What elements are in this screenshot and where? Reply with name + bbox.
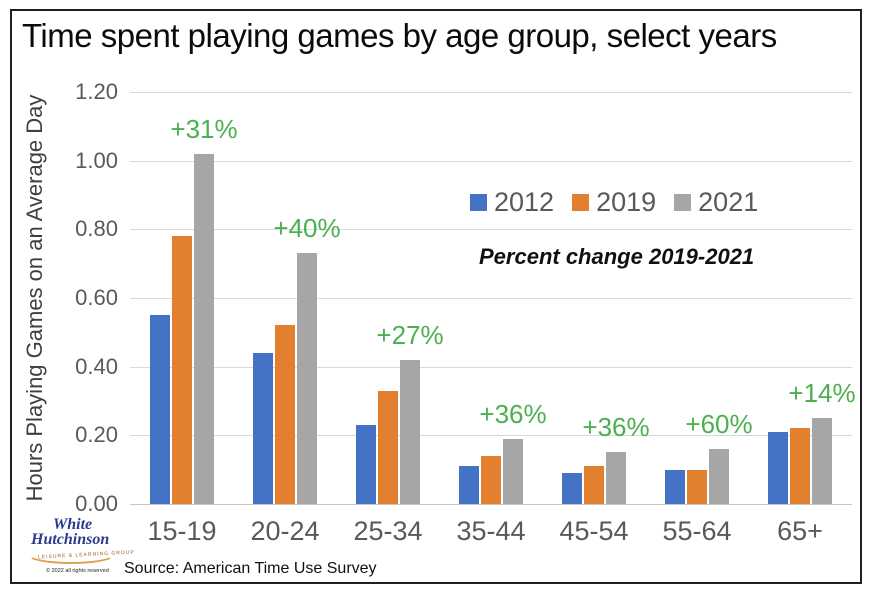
x-category-label-20-24: 20-24 (250, 516, 320, 546)
y-tick-label-0.20: 0.20 (75, 422, 118, 447)
legend-label-2019: 2019 (596, 187, 657, 217)
bar-2019-45-54 (584, 466, 604, 504)
legend-item-2019: 2019 (572, 187, 656, 218)
bar-2021-35-44 (503, 439, 523, 504)
chart-frame: Time spent playing games by age group, s… (10, 9, 862, 584)
bar-2019-35-44 (481, 456, 501, 504)
source-text: Source: American Time Use Survey (124, 560, 377, 577)
bar-group-65+ (768, 418, 832, 504)
bar-2021-55-64 (709, 449, 729, 504)
bar-2019-25-34 (378, 391, 398, 504)
y-tick-label-0.00: 0.00 (75, 491, 118, 516)
y-tick-label-0.60: 0.60 (75, 285, 118, 310)
x-category-label-65+: 65+ (777, 516, 823, 546)
y-tick-label-1.20: 1.20 (75, 79, 118, 104)
bar-group-15-19 (150, 154, 214, 504)
legend-label-2021: 2021 (698, 187, 759, 217)
percent-change-label-65+: +14% (788, 378, 856, 408)
bar-2019-55-64 (687, 470, 707, 504)
bar-group-35-44 (459, 439, 523, 504)
percent-change-label-55-64: +60% (685, 409, 753, 439)
bar-group-20-24 (253, 253, 317, 504)
gridline-0.60 (130, 298, 852, 299)
bar-2012-45-54 (562, 473, 582, 504)
bar-2012-15-19 (150, 315, 170, 504)
y-tick-label-0.40: 0.40 (75, 354, 118, 379)
bar-2021-65+ (812, 418, 832, 504)
bar-group-55-64 (665, 449, 729, 504)
x-category-label-35-44: 35-44 (456, 516, 526, 546)
bar-2012-25-34 (356, 425, 376, 504)
percent-change-label-20-24: +40% (273, 213, 341, 243)
logo-line2: Hutchinson (31, 531, 110, 549)
chart-title: Time spent playing games by age group, s… (22, 17, 777, 54)
logo-line1: White (53, 516, 93, 533)
gridline-0.20 (130, 435, 852, 436)
bar-2021-45-54 (606, 452, 626, 504)
gridline-1.00 (130, 161, 852, 162)
legend-swatch-2012 (470, 194, 487, 211)
bar-2019-65+ (790, 428, 810, 504)
legend-swatch-2021 (674, 194, 692, 211)
percent-change-label-45-54: +36% (582, 412, 650, 442)
y-tick-label-1.00: 1.00 (75, 148, 118, 173)
logo-copyright: © 2022 all rights reserved (46, 568, 109, 575)
percent-change-label-35-44: +36% (479, 399, 547, 429)
percent-change-label-15-19: +31% (170, 114, 238, 144)
x-category-label-45-54: 45-54 (559, 516, 629, 546)
bar-2021-20-24 (297, 253, 317, 504)
percent-change-label-25-34: +27% (376, 320, 444, 350)
bar-2012-20-24 (253, 353, 273, 504)
white-hutchinson-logo: White Hutchinson LEISURE & LEARNING GROU… (26, 516, 135, 575)
bar-group-45-54 (562, 452, 626, 504)
plot-area: 0.00 0.20 0.40 0.60 0.80 1.00 1.20 +31% 15-19 +40… (75, 79, 856, 546)
logo-swoosh-arc (26, 544, 116, 565)
x-category-label-25-34: 25-34 (353, 516, 423, 546)
logo-swoosh: LEISURE & LEARNING GROUP (26, 548, 135, 565)
bar-2012-65+ (768, 432, 788, 504)
legend-item-2021: 2021 (674, 187, 758, 218)
bar-2012-55-64 (665, 470, 685, 504)
bar-2021-15-19 (194, 154, 214, 504)
bar-2019-15-19 (172, 236, 192, 504)
x-category-label-15-19: 15-19 (147, 516, 217, 546)
x-category-label-55-64: 55-64 (662, 516, 732, 546)
gridline-0.80 (130, 229, 852, 230)
bar-group-25-34 (356, 360, 420, 504)
bar-2019-20-24 (275, 325, 295, 504)
legend: 2012 2019 2021 (470, 187, 758, 218)
legend-item-2012: 2012 (470, 187, 554, 218)
bar-2021-25-34 (400, 360, 420, 504)
legend-label-2012: 2012 (494, 187, 555, 217)
gridline-0.40 (130, 367, 852, 368)
y-tick-label-0.80: 0.80 (75, 216, 118, 241)
percent-change-note: Percent change 2019-2021 (479, 244, 755, 269)
gridline-1.20 (130, 92, 852, 93)
bar-2012-35-44 (459, 466, 479, 504)
legend-swatch-2019 (572, 194, 590, 211)
